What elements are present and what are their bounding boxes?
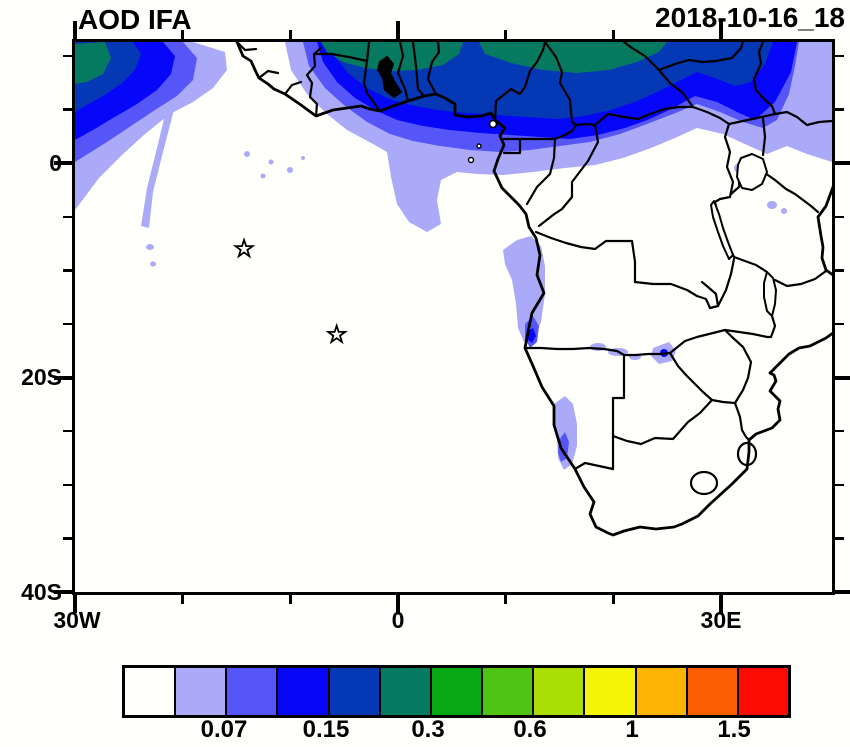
axis-tick [504, 595, 507, 604]
colorbar-cell-10 [636, 668, 688, 715]
axis-tick [63, 108, 72, 111]
axis-tick [719, 595, 724, 613]
axis-tick [63, 215, 72, 218]
axis-tick [181, 30, 184, 39]
colorbar-cell-5 [380, 668, 432, 715]
axis-tick [63, 322, 72, 326]
axis-tick [54, 161, 72, 166]
colorbar-cell-11 [687, 668, 739, 715]
lakes [377, 56, 777, 317]
colorbar-tick-label: 0.15 [302, 716, 350, 743]
colorbar-tick-label: 1.5 [717, 716, 751, 743]
axis-tick [396, 595, 401, 613]
x-tick-label-0: 0 [391, 607, 405, 633]
timestamp: 2018-10-16_18 [655, 2, 845, 33]
x-tick-label-30w: 30W [53, 607, 101, 633]
axis-tick [835, 483, 844, 487]
axis-tick [612, 595, 615, 604]
page-title: AOD IFA [78, 4, 192, 35]
axis-tick [54, 375, 72, 380]
axis-tick [835, 590, 850, 594]
axis-tick [835, 161, 850, 166]
axis-tick [835, 537, 844, 540]
axis-tick [835, 429, 844, 433]
axis-tick [63, 537, 72, 540]
colorbar-cell-2 [227, 668, 279, 715]
contour-field [75, 42, 832, 470]
colorbar-tick-label: 0.6 [513, 716, 547, 743]
axis-tick [73, 21, 77, 39]
colorbar-cell-4 [329, 668, 381, 715]
island-sao-tome [467, 156, 475, 164]
colorbar [122, 665, 791, 718]
axis-tick [835, 54, 844, 58]
map-canvas [75, 42, 832, 537]
axis-tick [289, 595, 292, 604]
axis-tick [63, 269, 72, 272]
axis-tick [54, 590, 72, 594]
colorbar-cell-1 [176, 668, 228, 715]
axis-tick [835, 269, 844, 272]
axis-tick [835, 215, 844, 218]
station-markers [232, 237, 348, 345]
lake-victoria [736, 153, 768, 191]
colorbar-cell-7 [483, 668, 535, 715]
station-star-marker [232, 237, 256, 259]
axis-tick [73, 595, 77, 613]
axis-tick [63, 54, 72, 58]
axis-tick [835, 322, 844, 326]
axis-tick [835, 375, 850, 380]
colorbar-cell-9 [585, 668, 637, 715]
axis-tick [612, 30, 615, 39]
map-frame [72, 39, 835, 595]
colorbar-cell-12 [738, 668, 789, 715]
lake-malawi [763, 271, 777, 317]
axis-tick [289, 30, 292, 39]
colorbar-cell-0 [125, 668, 177, 715]
axis-tick [63, 429, 72, 433]
axis-tick [396, 21, 401, 39]
island-bioko [488, 119, 498, 129]
axis-tick [181, 595, 184, 604]
coastline [235, 42, 832, 537]
lake-tanganyika [710, 200, 734, 260]
axis-tick [835, 108, 844, 111]
colorbar-tick-label: 0.3 [411, 716, 445, 743]
lake-volta [377, 56, 402, 98]
island-principe [476, 143, 482, 149]
station-star-marker [325, 322, 348, 345]
colorbar-tick-label: 0.07 [200, 716, 248, 743]
axis-tick [719, 21, 724, 39]
axis-tick [63, 483, 72, 487]
colorbar-cell-3 [278, 668, 330, 715]
colorbar-cell-8 [534, 668, 586, 715]
axis-tick [504, 30, 507, 39]
colorbar-cell-6 [431, 668, 484, 715]
colorbar-tick-label: 1 [625, 716, 639, 743]
